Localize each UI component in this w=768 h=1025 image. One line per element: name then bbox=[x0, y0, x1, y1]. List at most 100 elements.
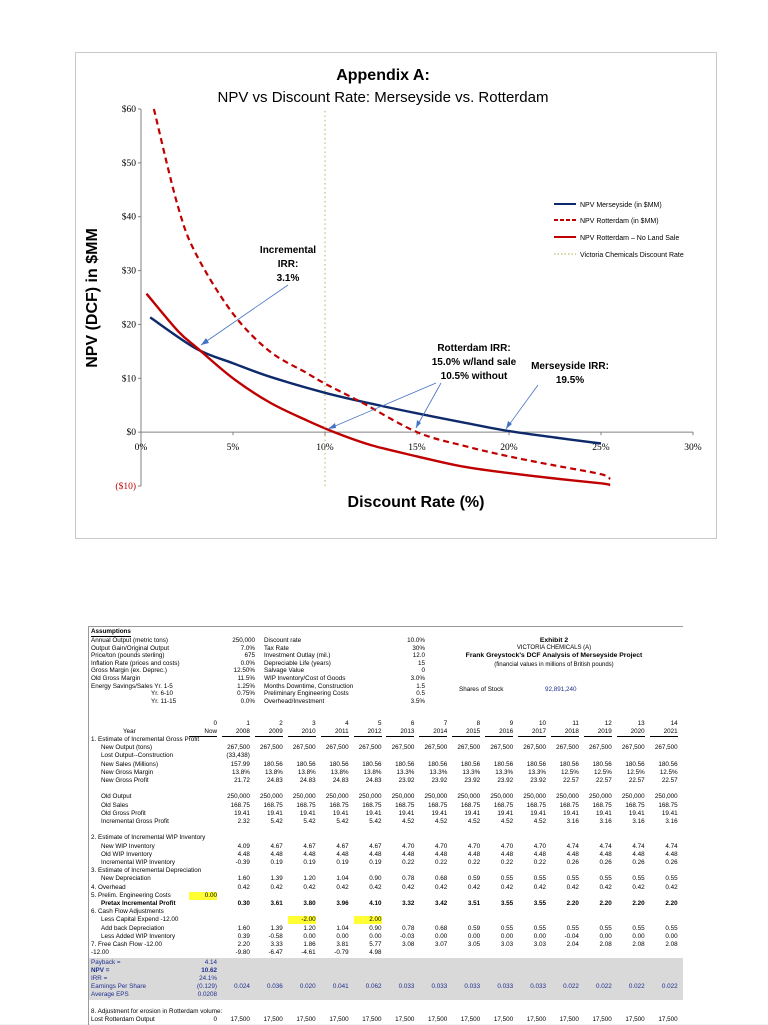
row-value: 3.55 bbox=[500, 900, 514, 907]
row-label: New Gross Profit bbox=[101, 777, 149, 784]
axis-ticks: $60$50$40$30$20$10$0($10)0% 5% 10% 15% 20% 25… bbox=[115, 104, 701, 492]
anno-incremental-2: IRR: bbox=[278, 259, 299, 270]
y-tick-label: $60 bbox=[122, 104, 137, 115]
row-value: 0.55 bbox=[566, 875, 579, 883]
assumption-value: 1.25% bbox=[237, 682, 255, 690]
row-value: 13.3% bbox=[528, 768, 546, 776]
row-value: 250,000 bbox=[457, 793, 481, 801]
year-header: 2010 bbox=[287, 728, 316, 737]
row-value: 3.03 bbox=[500, 941, 514, 948]
anno-merseyside-1: Merseyside IRR: bbox=[531, 361, 609, 372]
series-rotterdam bbox=[152, 108, 611, 480]
lost-output-value: 17,500 bbox=[263, 1016, 283, 1024]
lost-output-value: 17,500 bbox=[362, 1016, 382, 1024]
row-value: 4.67 bbox=[270, 842, 283, 850]
eps-value: 0.033 bbox=[398, 983, 415, 991]
assumption-label: Overhead/Investment bbox=[264, 697, 325, 705]
row-value: (33,438) bbox=[226, 752, 250, 760]
year-header: 2018 bbox=[550, 728, 579, 737]
row-value: 0.22 bbox=[500, 859, 514, 866]
lost-output-value: 0 bbox=[213, 1016, 217, 1024]
y-tick-label: $10 bbox=[122, 373, 137, 384]
row-value: 3.33 bbox=[270, 941, 283, 948]
y-tick-label: $0 bbox=[127, 427, 137, 438]
row-value: 0.55 bbox=[632, 924, 645, 932]
row-value: 3.81 bbox=[336, 941, 349, 948]
row-value: 1.20 bbox=[303, 924, 316, 932]
row-label: Old Gross Profit bbox=[101, 809, 146, 817]
row-value: -2.00 bbox=[287, 916, 316, 925]
row-label: Old Output bbox=[101, 793, 132, 801]
row-value: 0.55 bbox=[683, 875, 684, 883]
row-value: 23.92 bbox=[530, 777, 546, 784]
assumption-value: 675 bbox=[244, 652, 255, 660]
summary-value: 0.0208 bbox=[197, 991, 217, 999]
assumption-value: 30% bbox=[412, 644, 425, 652]
row-value: 1.20 bbox=[303, 875, 316, 883]
row-value: 4.48 bbox=[632, 850, 645, 858]
year-header: 2013 bbox=[386, 728, 415, 737]
row-value: 0.68 bbox=[435, 924, 448, 932]
anno-rotterdam-arrowhead-2 bbox=[416, 420, 421, 428]
row-value: 1.39 bbox=[270, 875, 283, 883]
row-value: -0.39 bbox=[235, 859, 250, 866]
axes bbox=[140, 109, 693, 486]
row-value: 0.00 bbox=[533, 932, 546, 940]
row-value: 0.42 bbox=[599, 883, 612, 891]
row-value: 12.5% bbox=[561, 768, 579, 776]
row-value: 23.92 bbox=[431, 777, 448, 784]
row-value: 4.48 bbox=[336, 850, 349, 858]
row-value: 0.59 bbox=[467, 924, 481, 932]
anno-rotterdam-1: Rotterdam IRR: bbox=[437, 343, 510, 354]
row-value: 168.75 bbox=[428, 801, 448, 809]
eps-value: 0.036 bbox=[267, 983, 283, 991]
row-label: Less Added WIP Inventory bbox=[101, 932, 176, 940]
row-value: 168.75 bbox=[493, 801, 514, 809]
year-label: Year bbox=[123, 728, 136, 735]
legend: NPV Merseyside (in $MM) NPV Rotterdam (i… bbox=[554, 202, 684, 259]
lost-output-value: 17,500 bbox=[592, 1016, 612, 1024]
row-value: 2.20 bbox=[566, 900, 579, 907]
row-value: 267,500 bbox=[325, 744, 349, 752]
row-value: 3.03 bbox=[533, 941, 546, 948]
assumption-label: Gross Margin (ex. Deprec.) bbox=[91, 667, 167, 675]
row-value: 4.48 bbox=[369, 850, 382, 858]
assumptions-header: Assumptions bbox=[91, 628, 131, 637]
row-value: -0.79 bbox=[334, 949, 349, 957]
row-value: 0.00 bbox=[369, 932, 382, 940]
row-value: 267,500 bbox=[424, 744, 448, 752]
exhibit-line: VICTORIA CHEMICALS (A) bbox=[516, 645, 592, 651]
x-tick-label: 20% bbox=[500, 443, 518, 453]
y-tick-label: ($10) bbox=[115, 481, 136, 492]
assumption-value: 15 bbox=[417, 659, 425, 667]
row-value: 180.56 bbox=[683, 761, 684, 769]
row-value: 168.75 bbox=[395, 801, 415, 809]
row-value: 3.42 bbox=[435, 900, 448, 907]
lost-output-value: 17,500 bbox=[559, 1016, 579, 1024]
row-value: 168.75 bbox=[658, 801, 678, 809]
row-label: New Gross Margin bbox=[101, 768, 154, 776]
row-value: 180.56 bbox=[625, 760, 645, 768]
year-number: 13 bbox=[637, 720, 645, 727]
assumption-label: Salvage Value bbox=[264, 667, 305, 675]
row-value: 180.56 bbox=[263, 760, 283, 768]
eps-value: 0.022 bbox=[596, 983, 612, 991]
row-value: -9.80 bbox=[235, 949, 250, 957]
assumption-value: 0.5 bbox=[416, 690, 425, 698]
row-value: 4.52 bbox=[533, 818, 546, 825]
row-value: 12.5% bbox=[626, 768, 645, 776]
row-value: 0.42 bbox=[533, 883, 546, 891]
row-value: 157.99 bbox=[230, 760, 250, 768]
y-axis-title: NPV (DCF) in $MM bbox=[84, 228, 101, 368]
row-value: 4.74 bbox=[566, 842, 579, 850]
assumption-label: Yr. 6-10 bbox=[151, 690, 174, 698]
row-value: 4.52 bbox=[435, 818, 448, 825]
row-value: 4.52 bbox=[467, 818, 481, 825]
x-tick-label: 10% bbox=[316, 443, 334, 453]
row-value: 24.83 bbox=[365, 777, 382, 784]
row-value: 23.92 bbox=[464, 777, 481, 784]
row-value: 3.80 bbox=[303, 900, 316, 907]
year-number: 0 bbox=[213, 720, 217, 727]
row-value: 2.20 bbox=[632, 900, 645, 907]
anno-rotterdam-3: 10.5% without bbox=[441, 371, 508, 382]
